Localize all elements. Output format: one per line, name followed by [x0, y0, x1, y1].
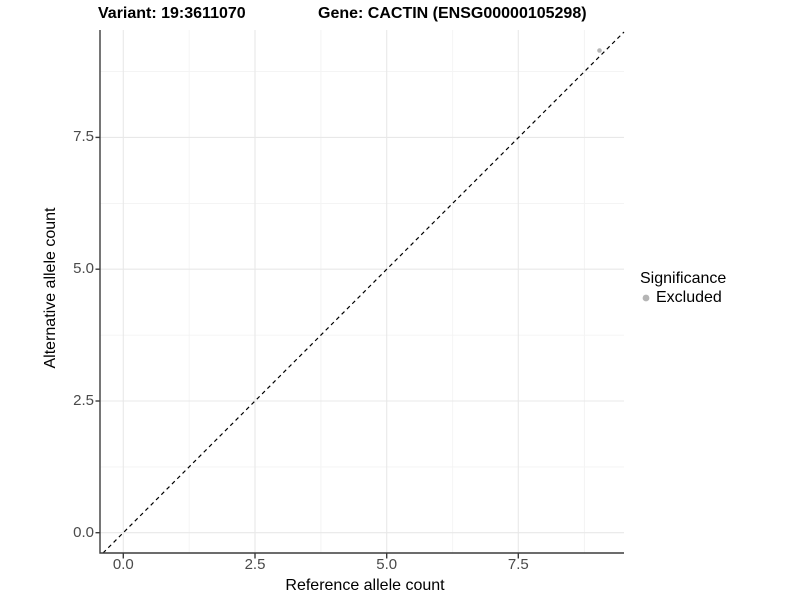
- x-tick-label-2: 5.0: [376, 556, 398, 573]
- y-tick-label-1: 2.5: [73, 392, 94, 409]
- minor-gridlines: [100, 30, 624, 553]
- axis-tick-marks: [95, 136, 519, 559]
- y-tick-label-0: 0.0: [73, 523, 94, 541]
- y-tick-label-2: 5.0: [73, 260, 94, 278]
- plot-title-variant: Variant: 19:3611070: [98, 5, 246, 22]
- identity-dashed-line: [102, 31, 625, 554]
- x-tick-label-3: 7.5: [507, 556, 529, 573]
- legend: Significance Excluded: [640, 269, 726, 307]
- major-gridlines: [100, 30, 624, 553]
- x-tick-label-0: 0.0: [112, 556, 134, 573]
- legend-item-excluded: Excluded: [640, 288, 726, 307]
- x-axis-title: Reference allele count: [285, 577, 445, 594]
- y-tick-label-3: 7.5: [73, 128, 94, 146]
- legend-item-label: Excluded: [656, 289, 722, 306]
- plot-title-gene: Gene: CACTIN (ENSG00000105298): [318, 5, 587, 22]
- axis-lines: [99, 30, 624, 554]
- legend-title: Significance: [640, 270, 727, 287]
- legend-key-dot-icon: [642, 294, 650, 301]
- data-point-excluded: [597, 48, 602, 53]
- x-tick-label-1: 2.5: [244, 556, 266, 573]
